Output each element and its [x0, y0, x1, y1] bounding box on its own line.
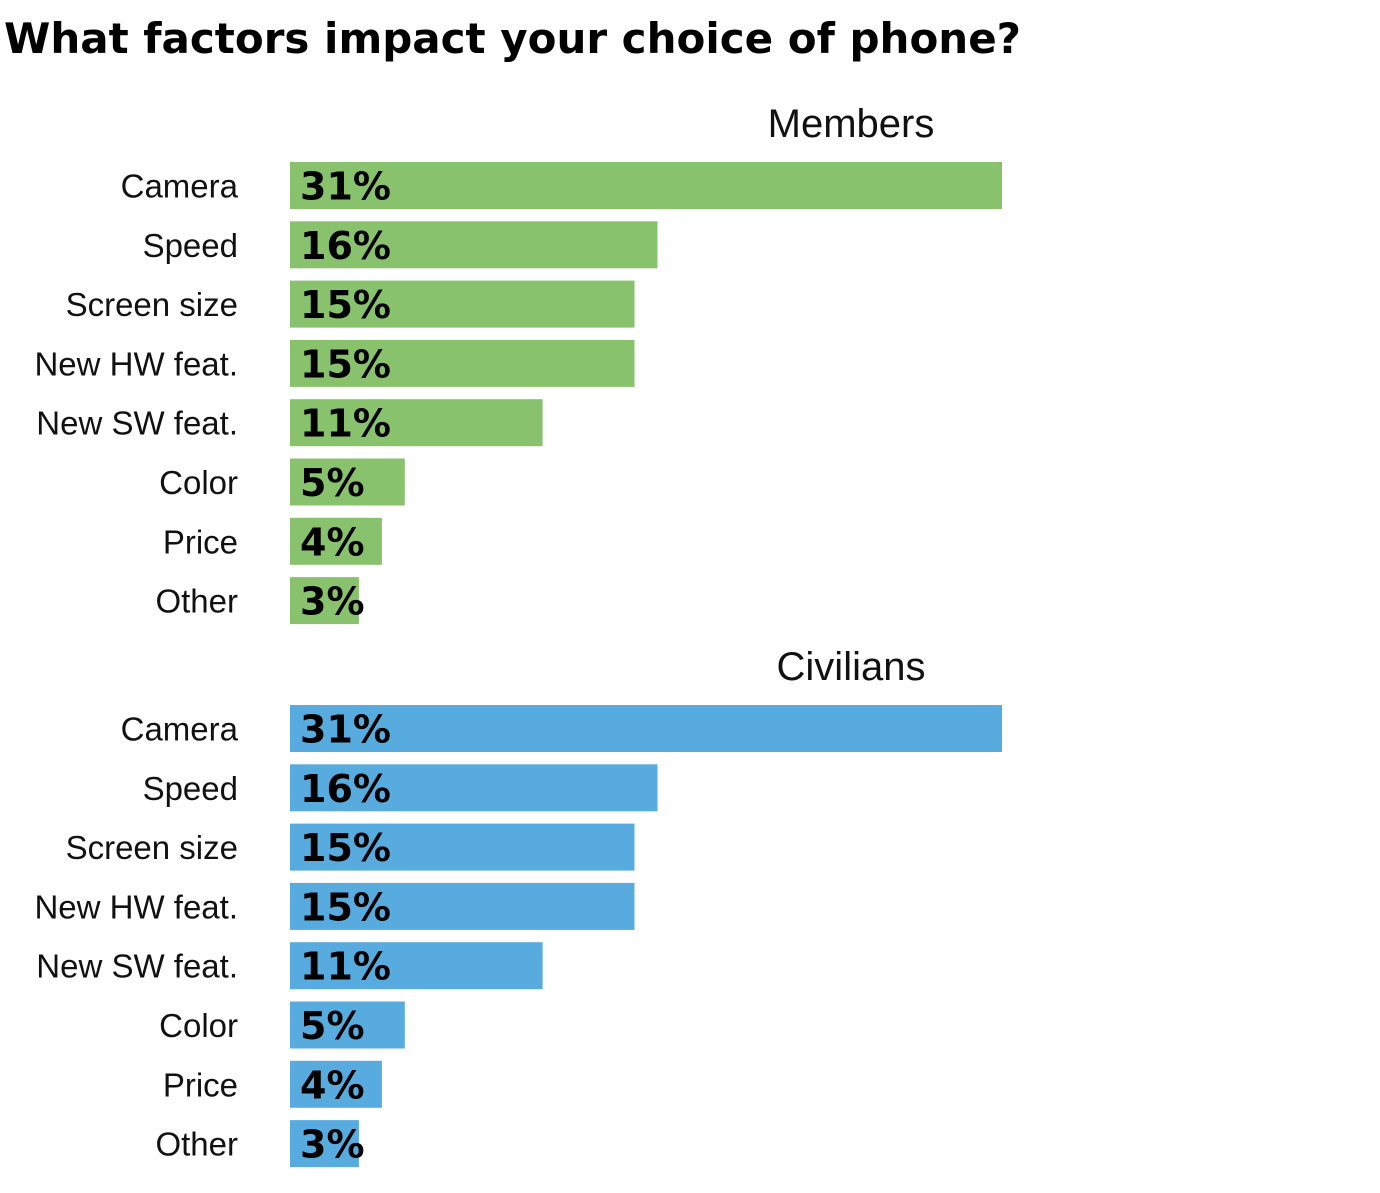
- category-label: Screen size: [66, 286, 238, 323]
- chart-panels: Members Camera 31% Speed 16% Screen size 15% Ne…: [34, 102, 1002, 1168]
- bar: [290, 577, 359, 625]
- category-label: New SW feat.: [36, 948, 238, 985]
- data-label: 3%: [300, 580, 365, 624]
- bar: [290, 280, 635, 328]
- data-label: 4%: [300, 1063, 365, 1107]
- panel-title: Members: [768, 102, 935, 146]
- panel-2: Civilians Camera 31% Speed 16% Screen size 15%…: [34, 645, 1002, 1168]
- category-label: New HW feat.: [34, 345, 238, 382]
- category-label: New SW feat.: [36, 405, 238, 442]
- bar: [290, 1001, 405, 1049]
- bar: [290, 1060, 382, 1108]
- data-label: 31%: [300, 708, 391, 752]
- data-label: 4%: [300, 520, 365, 564]
- category-label: New HW feat.: [34, 888, 238, 925]
- data-label: 16%: [300, 224, 391, 268]
- category-label: Color: [159, 1007, 238, 1044]
- data-label: 31%: [300, 165, 391, 209]
- bar: [290, 764, 658, 812]
- bar: [290, 823, 635, 871]
- category-label: Other: [155, 1126, 238, 1163]
- data-label: 16%: [300, 767, 391, 811]
- category-label: Other: [155, 583, 238, 620]
- category-label: Screen size: [66, 829, 238, 866]
- bar: [290, 162, 1002, 209]
- category-label: Price: [163, 1066, 238, 1103]
- bar: [290, 399, 543, 447]
- data-label: 5%: [300, 1004, 365, 1048]
- bar: [290, 882, 635, 930]
- bar: [290, 458, 405, 506]
- bar: [290, 705, 1002, 752]
- bar: [290, 339, 635, 387]
- bar: [290, 221, 658, 269]
- data-label: 15%: [300, 342, 391, 386]
- bar: [290, 942, 543, 990]
- data-label: 11%: [300, 945, 391, 989]
- chart-title: What factors impact your choice of phone…: [4, 14, 1021, 63]
- data-label: 15%: [300, 826, 391, 870]
- panel-title: Civilians: [777, 645, 926, 689]
- data-label: 15%: [300, 885, 391, 929]
- data-label: 3%: [300, 1123, 365, 1167]
- bar: [290, 517, 382, 565]
- data-label: 15%: [300, 283, 391, 327]
- category-label: Price: [163, 523, 238, 560]
- data-label: 11%: [300, 402, 391, 446]
- category-label: Color: [159, 464, 238, 501]
- category-label: Camera: [121, 711, 239, 748]
- category-label: Speed: [143, 770, 238, 807]
- data-label: 5%: [300, 461, 365, 505]
- bar: [290, 1120, 359, 1168]
- category-label: Speed: [143, 227, 238, 264]
- panel-1: Members Camera 31% Speed 16% Screen size 15% Ne…: [34, 102, 1002, 625]
- category-label: Camera: [121, 168, 239, 205]
